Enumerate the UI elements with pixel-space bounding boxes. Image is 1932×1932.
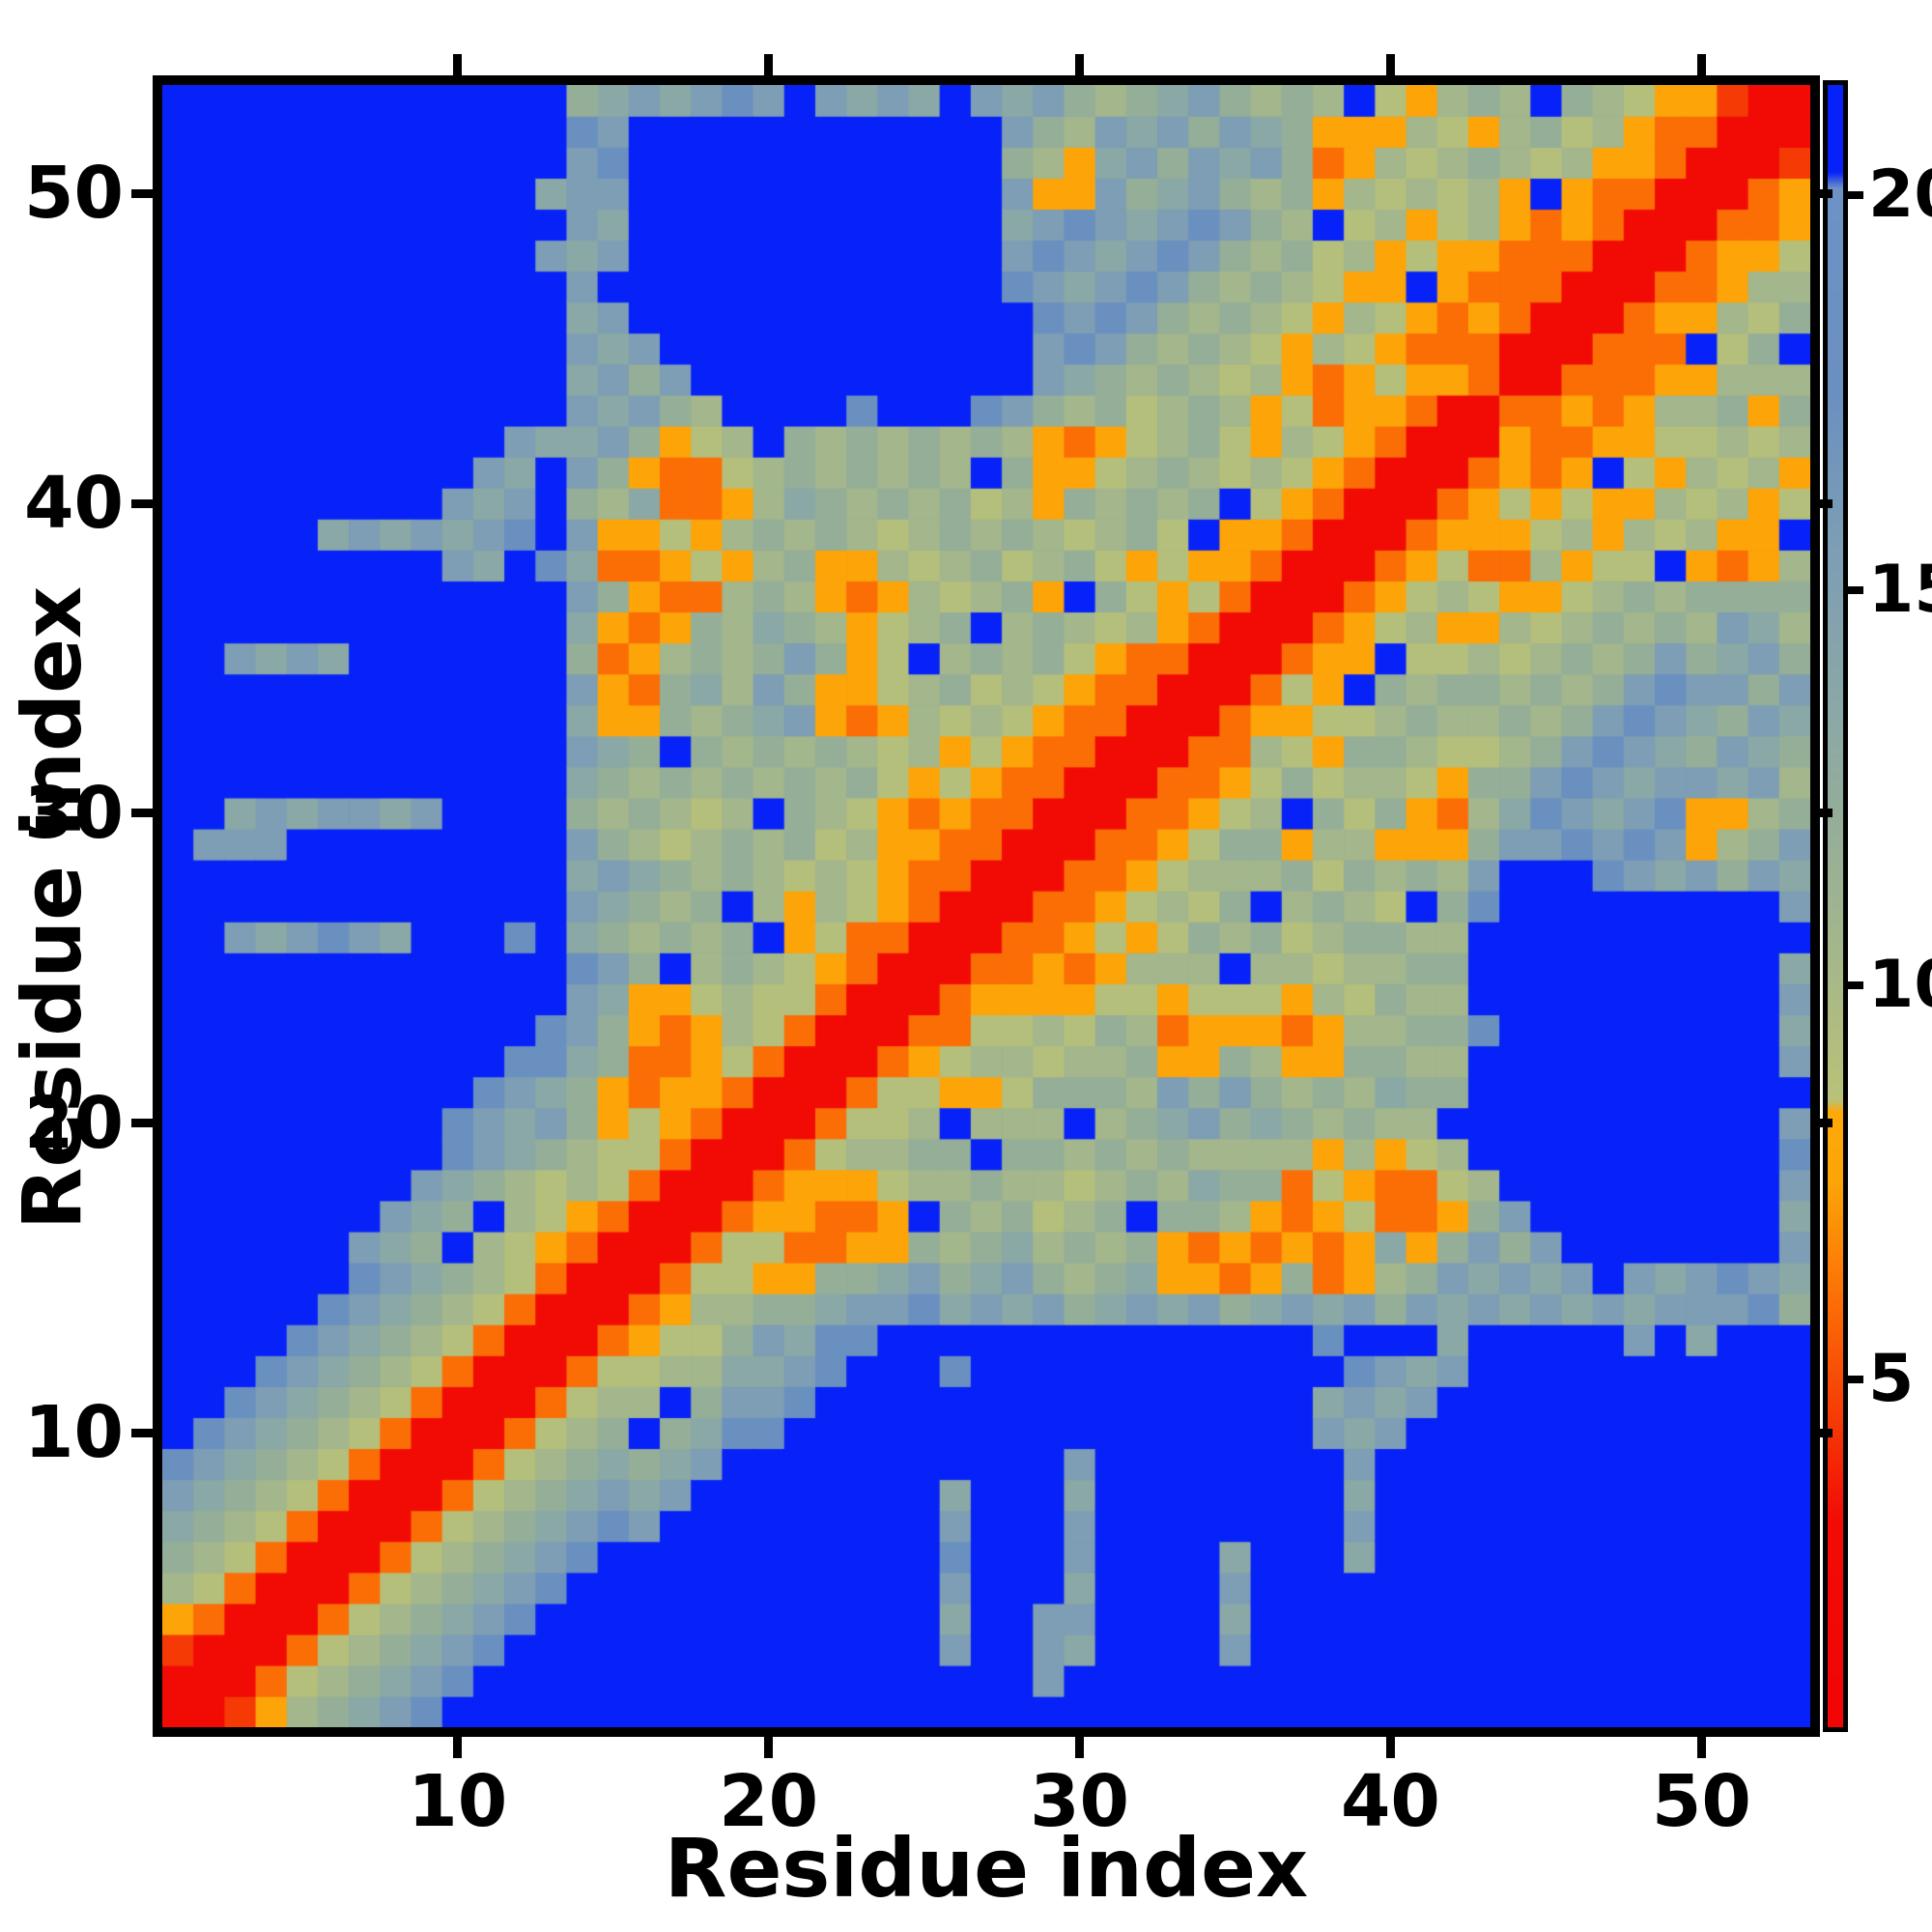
colorbar-tick-label: 5 [1868, 1341, 1915, 1418]
x-tick-label: 20 [719, 1760, 819, 1843]
x-tick-mark-top [1075, 54, 1085, 75]
x-tick-label: 40 [1340, 1760, 1440, 1843]
x-tick-mark-top [1696, 54, 1706, 75]
colorbar [1823, 80, 1848, 1732]
y-tick-mark-left [131, 188, 153, 198]
colorbar-tick-mark [1848, 586, 1863, 595]
y-tick-mark-right [1820, 1119, 1833, 1128]
x-tick-mark-top [453, 54, 463, 75]
y-tick-mark-right [1820, 1428, 1833, 1437]
colorbar-tick-mark [1848, 980, 1863, 989]
y-tick-label: 30 [24, 771, 124, 855]
x-tick-label: 50 [1651, 1760, 1751, 1843]
y-tick-mark-left [131, 498, 153, 508]
y-tick-label: 40 [24, 462, 124, 546]
colorbar-canvas [1828, 85, 1843, 1727]
x-tick-mark-bottom [453, 1737, 463, 1758]
x-tick-label: 10 [408, 1760, 508, 1843]
y-tick-label: 20 [24, 1081, 124, 1165]
y-tick-label: 50 [24, 152, 124, 236]
colorbar-tick-mark [1848, 1376, 1863, 1384]
colorbar-tick-label: 10 [1868, 946, 1932, 1023]
x-tick-mark-bottom [764, 1737, 774, 1758]
x-tick-mark-top [1385, 54, 1395, 75]
y-tick-mark-left [131, 1428, 153, 1437]
y-tick-mark-right [1820, 809, 1833, 818]
y-tick-mark-left [131, 1119, 153, 1128]
x-tick-mark-bottom [1385, 1737, 1395, 1758]
x-tick-mark-bottom [1696, 1737, 1706, 1758]
heatmap-plot [153, 75, 1820, 1737]
heatmap-canvas [162, 85, 1810, 1727]
x-axis-title: Residue index [664, 1821, 1309, 1916]
y-tick-label: 10 [24, 1391, 124, 1475]
colorbar-tick-label: 20 [1868, 156, 1932, 234]
y-tick-mark-right [1820, 498, 1833, 508]
colorbar-tick-label: 15 [1868, 552, 1932, 629]
colorbar-tick-mark [1848, 191, 1863, 200]
x-tick-label: 30 [1030, 1760, 1130, 1843]
y-axis-title: Residue index [5, 585, 99, 1231]
y-tick-mark-right [1820, 188, 1833, 198]
y-tick-mark-left [131, 809, 153, 818]
x-tick-mark-top [764, 54, 774, 75]
x-tick-mark-bottom [1075, 1737, 1085, 1758]
